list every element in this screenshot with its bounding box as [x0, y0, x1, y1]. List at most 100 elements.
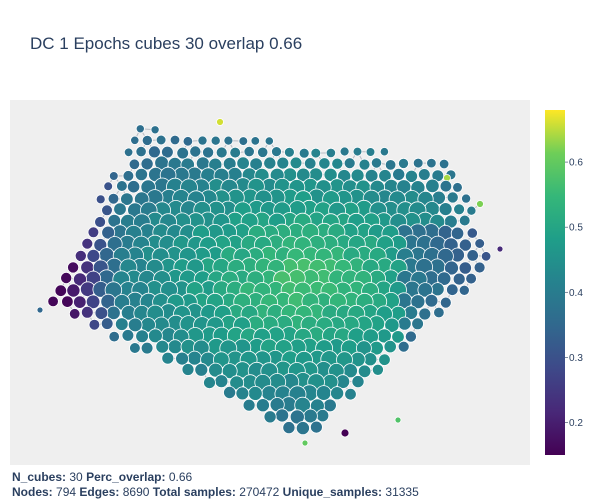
graph-node[interactable] [36, 306, 44, 314]
graph-node[interactable] [101, 204, 113, 217]
graph-node[interactable] [304, 157, 317, 170]
graph-node[interactable] [176, 146, 190, 160]
graph-node[interactable] [404, 169, 418, 183]
graph-node[interactable] [123, 147, 134, 158]
graph-node[interactable] [113, 202, 127, 216]
graph-node[interactable] [135, 146, 147, 158]
graph-node[interactable] [397, 340, 410, 353]
graph-node[interactable] [238, 136, 249, 146]
graph-node[interactable] [147, 145, 161, 159]
graph-node[interactable] [364, 169, 379, 183]
graph-node[interactable] [417, 168, 431, 181]
graph-node[interactable] [417, 282, 433, 298]
graph-node[interactable] [250, 136, 261, 146]
graph-node[interactable] [298, 147, 310, 159]
graph-node[interactable] [301, 439, 309, 447]
graph-node[interactable] [247, 385, 263, 401]
graph-node[interactable] [88, 318, 101, 331]
graph-node[interactable] [340, 428, 350, 438]
graph-node[interactable] [379, 147, 389, 157]
graph-node[interactable] [103, 181, 113, 192]
graph-node[interactable] [115, 317, 129, 331]
graph-node[interactable] [242, 398, 256, 412]
graph-node[interactable] [236, 156, 250, 170]
graph-node[interactable] [74, 249, 87, 262]
graph-node[interactable] [54, 284, 68, 297]
graph-node[interactable] [68, 308, 81, 320]
graph-node[interactable] [315, 385, 332, 401]
graph-node[interactable] [309, 420, 323, 434]
graph-node[interactable] [243, 146, 255, 158]
graph-node[interactable] [450, 226, 465, 241]
graph-node[interactable] [66, 283, 81, 298]
graph-node[interactable] [339, 146, 350, 157]
graph-node[interactable] [73, 295, 87, 309]
graph-node[interactable] [223, 135, 234, 146]
graph-node[interactable] [249, 157, 263, 171]
graph-node[interactable] [310, 147, 322, 159]
graph-node[interactable] [358, 158, 371, 171]
graph-node[interactable] [203, 376, 216, 390]
graph-node[interactable] [197, 135, 208, 146]
graph-node[interactable] [394, 416, 402, 424]
graph-node[interactable] [384, 159, 397, 171]
graph-node[interactable] [86, 248, 101, 263]
graph-node[interactable] [458, 261, 472, 275]
graph-node[interactable] [276, 156, 290, 170]
graph-node[interactable] [330, 386, 345, 401]
graph-node[interactable] [318, 157, 331, 170]
graph-node[interactable] [436, 271, 452, 286]
graph-node[interactable] [194, 362, 209, 377]
graph-node[interactable] [283, 146, 295, 158]
graph-node[interactable] [155, 134, 167, 146]
graph-node[interactable] [107, 192, 120, 205]
graph-node[interactable] [496, 245, 504, 253]
graph-node[interactable] [424, 293, 439, 308]
graph-node[interactable] [295, 421, 310, 436]
graph-node[interactable] [235, 386, 250, 401]
graph-node[interactable] [439, 179, 453, 193]
graph-node[interactable] [134, 167, 148, 182]
graph-node[interactable] [438, 202, 453, 217]
graph-node[interactable] [452, 182, 463, 193]
graph-node[interactable] [473, 261, 486, 274]
graph-node[interactable] [60, 271, 73, 284]
graph-node[interactable] [410, 294, 426, 310]
graph-node[interactable] [363, 352, 378, 367]
graph-node[interactable] [95, 194, 106, 205]
graph-node[interactable] [223, 385, 237, 399]
graph-node[interactable] [282, 421, 296, 435]
graph-node[interactable] [430, 282, 445, 297]
graph-node[interactable] [161, 351, 175, 365]
graph-node[interactable] [343, 157, 356, 170]
graph-node[interactable] [315, 408, 330, 423]
graph-node[interactable] [140, 157, 154, 171]
graph-node[interactable] [404, 330, 417, 343]
graph-node[interactable] [229, 146, 242, 159]
graph-node[interactable] [357, 364, 372, 379]
graph-node[interactable] [81, 305, 94, 319]
graph-node[interactable] [466, 249, 479, 262]
graph-node[interactable] [411, 317, 424, 331]
graph-node[interactable] [202, 146, 215, 159]
graph-node[interactable] [452, 272, 466, 286]
graph-node[interactable] [466, 227, 478, 239]
graph-node[interactable] [458, 284, 470, 296]
graph-node[interactable] [446, 191, 459, 204]
graph-node[interactable] [109, 171, 119, 181]
graph-node[interactable] [323, 167, 338, 182]
graph-node[interactable] [215, 146, 228, 159]
graph-node[interactable] [116, 180, 128, 192]
graph-node[interactable] [271, 146, 282, 158]
graph-node[interactable] [458, 214, 471, 227]
graph-node[interactable] [127, 180, 141, 194]
graph-node[interactable] [181, 363, 195, 376]
graph-node[interactable] [370, 157, 383, 169]
graph-node[interactable] [121, 329, 135, 342]
graph-node[interactable] [480, 251, 492, 262]
graph-node[interactable] [391, 330, 405, 344]
graph-node[interactable] [344, 388, 357, 401]
graph-node[interactable] [187, 350, 203, 366]
graph-node[interactable] [412, 157, 424, 169]
graph-node[interactable] [81, 237, 94, 250]
